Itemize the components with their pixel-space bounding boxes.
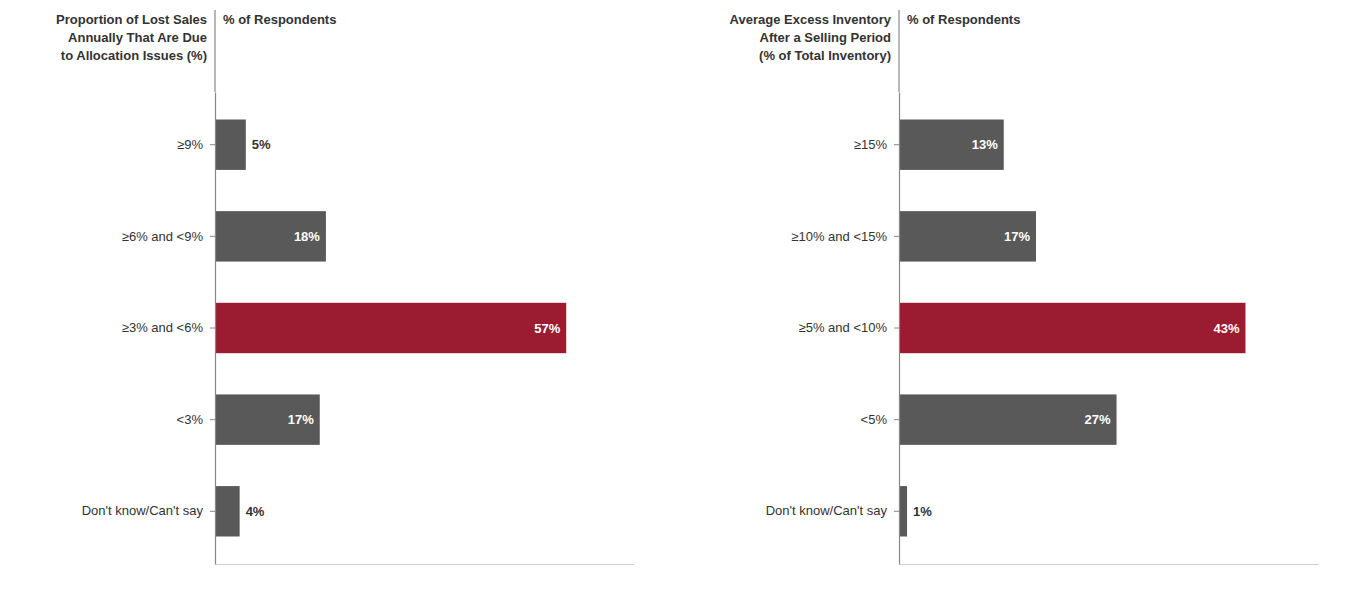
data-label: 43% <box>1213 321 1239 336</box>
bar <box>899 303 1245 353</box>
bar <box>899 119 1004 169</box>
data-label: 13% <box>972 137 998 152</box>
y-tick: ≥10% and <15% <box>791 229 899 244</box>
data-label: 18% <box>294 229 320 244</box>
y-tick-mark <box>894 236 899 237</box>
data-label: 17% <box>288 412 314 427</box>
bar <box>899 211 1036 261</box>
y-axis: ≥9% ≥6% and <9% ≥3% and <6% <3% Don't know/C… <box>82 93 216 565</box>
data-label: 17% <box>1004 229 1030 244</box>
bar <box>215 394 320 444</box>
y-tick-label: ≥9% <box>177 137 203 152</box>
y-tick-label: ≥15% <box>854 137 888 152</box>
y-tick: <5% <box>861 412 899 427</box>
y-tick: ≥3% and <6% <box>122 320 215 335</box>
y-tick-label: <5% <box>861 412 888 427</box>
y-axis-line <box>899 93 900 565</box>
header-divider <box>214 10 215 92</box>
bar <box>899 394 1117 444</box>
y-tick-mark <box>894 328 899 329</box>
y-tick: ≥9% <box>177 137 215 152</box>
chart-canvas: ≥9% ≥6% and <9% ≥3% and <6% <3% Don't know/C… <box>0 0 1368 598</box>
y-tick-mark <box>210 236 215 237</box>
y-tick: ≥15% <box>854 137 899 152</box>
y-axis-line <box>215 93 216 565</box>
y-tick-mark <box>210 419 215 420</box>
y-tick-mark <box>210 511 215 512</box>
bar <box>215 303 566 353</box>
bar <box>215 119 246 169</box>
bars <box>215 119 566 536</box>
y-tick-mark <box>894 419 899 420</box>
y-tick-label: <3% <box>177 412 204 427</box>
data-label: 5% <box>252 137 271 152</box>
chart-title: Proportion of Lost SalesAnnually That Ar… <box>56 12 207 63</box>
x-axis-title: % of Respondents <box>907 12 1020 27</box>
y-tick-label: ≥3% and <6% <box>122 320 204 335</box>
data-labels: 5% 18% 57% 17% 4% <box>246 137 561 519</box>
y-tick-label: Don't know/Can't say <box>82 503 204 518</box>
data-labels: 13% 17% 43% 27% 1% <box>913 137 1240 519</box>
bars <box>899 119 1245 536</box>
x-axis-title: % of Respondents <box>223 12 336 27</box>
x-axis <box>900 564 1319 565</box>
y-tick: ≥5% and <10% <box>799 320 899 335</box>
y-tick: <3% <box>177 412 215 427</box>
y-tick: Don't know/Can't say <box>82 503 215 518</box>
data-label: 57% <box>534 321 560 336</box>
y-tick-label: Don't know/Can't say <box>766 503 888 518</box>
header-divider <box>898 10 899 92</box>
x-axis-line <box>216 564 635 565</box>
y-axis: ≥15% ≥10% and <15% ≥5% and <10% <5% Don't kn… <box>766 93 900 565</box>
y-tick-mark <box>894 144 899 145</box>
y-tick: ≥6% and <9% <box>122 229 215 244</box>
y-tick: Don't know/Can't say <box>766 503 899 518</box>
bar <box>215 211 326 261</box>
data-label: 4% <box>246 504 265 519</box>
chart-title: Average Excess InventoryAfter a Selling … <box>730 12 892 63</box>
y-tick-mark <box>210 144 215 145</box>
data-label: 1% <box>913 504 932 519</box>
y-tick-mark <box>894 511 899 512</box>
chart-panel: ≥15% ≥10% and <15% ≥5% and <10% <5% Don't kn… <box>730 10 1319 565</box>
bar <box>899 486 907 536</box>
x-axis <box>216 564 635 565</box>
x-axis-line <box>900 564 1319 565</box>
bar <box>215 486 240 536</box>
y-tick-label: ≥6% and <9% <box>122 229 204 244</box>
y-tick-label: ≥10% and <15% <box>791 229 887 244</box>
y-tick-label: ≥5% and <10% <box>799 320 888 335</box>
chart-panel: ≥9% ≥6% and <9% ≥3% and <6% <3% Don't know/C… <box>56 10 634 565</box>
y-tick-mark <box>210 328 215 329</box>
data-label: 27% <box>1085 412 1111 427</box>
